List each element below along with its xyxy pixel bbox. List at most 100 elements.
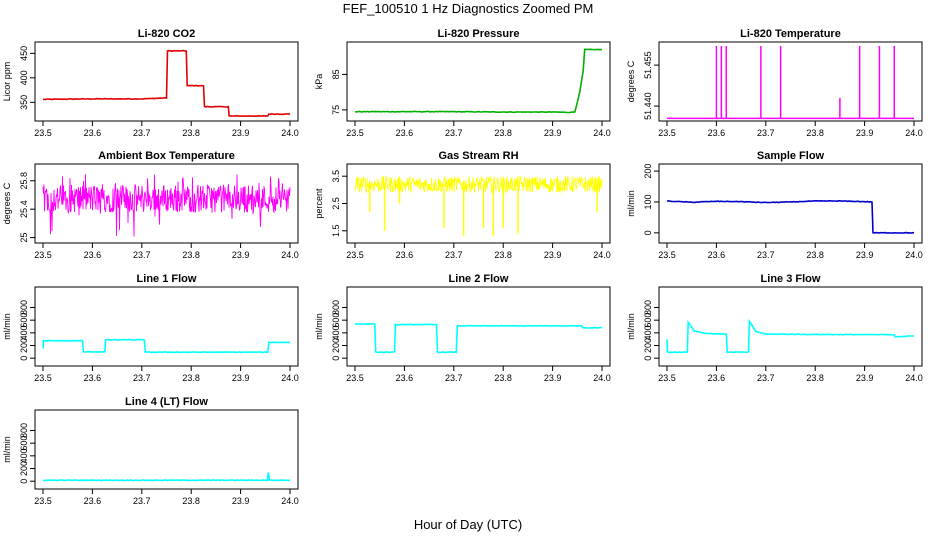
x-tick-label: 23.8	[806, 128, 824, 138]
y-axis-label: kPa	[314, 74, 324, 90]
x-tick-label: 23.8	[182, 128, 200, 138]
series-line	[42, 472, 291, 482]
y-tick-label: 0	[643, 356, 653, 361]
x-tick-label: 23.5	[346, 250, 364, 260]
y-tick-label: 0	[643, 230, 653, 235]
y-tick-label: 400	[331, 325, 341, 340]
y-tick-label: 200	[19, 338, 29, 353]
x-tick-label: 23.9	[544, 373, 562, 383]
x-tick-label: 23.7	[757, 373, 775, 383]
x-tick-label: 23.5	[34, 496, 52, 506]
x-tick-label: 24.0	[593, 250, 611, 260]
plot-frame	[346, 41, 611, 122]
series-line	[42, 49, 291, 118]
x-tick-label: 23.6	[708, 128, 726, 138]
y-tick-label: 350	[19, 95, 29, 110]
x-tick-label: 23.6	[708, 373, 726, 383]
x-tick-label: 24.0	[905, 128, 923, 138]
y-tick-label: 85	[331, 69, 341, 79]
y-tick-label: 800	[19, 423, 29, 438]
x-tick-label: 23.9	[544, 250, 562, 260]
y-tick-label: 600	[643, 313, 653, 328]
y-tick-label: 800	[331, 300, 341, 315]
series-line	[42, 174, 291, 237]
x-tick-label: 23.9	[856, 128, 874, 138]
panel-title: Li-820 CO2	[138, 28, 195, 40]
y-axis-label: ml/min	[626, 190, 636, 217]
y-tick-label: 400	[19, 448, 29, 463]
x-tick-label: 23.7	[133, 373, 151, 383]
x-tick-label: 23.6	[396, 250, 414, 260]
y-tick-label: 3.5	[331, 170, 341, 183]
plot-frame	[34, 286, 299, 367]
chart-panel-8: Line 2 Flow ml/min 23.5 23.6 23.7 23.8 23.9 24.…	[314, 273, 611, 383]
y-tick-label: 25.8	[19, 172, 29, 190]
y-tick-label: 51.440	[643, 92, 653, 120]
y-tick-label: 100	[643, 194, 653, 209]
x-tick-label: 23.8	[806, 373, 824, 383]
chart-panel-4: Ambient Box Temperature degrees C 23.5 23.6…	[2, 150, 299, 260]
x-tick-label: 23.9	[856, 373, 874, 383]
y-tick-label: 200	[19, 461, 29, 476]
x-tick-label: 23.5	[34, 373, 52, 383]
y-tick-label: 1.5	[331, 225, 341, 238]
x-tick-label: 23.7	[133, 128, 151, 138]
x-tick-label: 23.6	[396, 128, 414, 138]
figure-title: FEF_100510 1 Hz Diagnostics Zoomed PM	[342, 1, 594, 16]
x-tick-label: 23.6	[396, 373, 414, 383]
x-tick-label: 23.7	[757, 250, 775, 260]
y-tick-label: 25.4	[19, 200, 29, 218]
plot-frame	[34, 163, 299, 244]
x-tick-label: 23.8	[494, 250, 512, 260]
chart-panel-6: Sample Flow ml/min 23.5 23.6 23.7 23.8 23.9 24.…	[626, 150, 923, 260]
y-tick-label: 200	[331, 338, 341, 353]
plot-frame	[658, 286, 923, 367]
panel-title: Line 4 (LT) Flow	[125, 396, 208, 408]
x-tick-label: 24.0	[905, 373, 923, 383]
chart-panel-1: Li-820 CO2 Licor ppm 23.5 23.6 23.7 23.8 23.9 2…	[2, 28, 299, 138]
plot-frame	[34, 41, 299, 122]
series-line	[666, 199, 915, 234]
x-tick-label: 23.5	[346, 373, 364, 383]
y-axis-label: ml/min	[2, 436, 12, 463]
y-tick-label: 600	[331, 313, 341, 328]
x-tick-label: 23.5	[658, 128, 676, 138]
chart-panel-5: Gas Stream RH percent 23.5 23.6 23.7 23.8 23.9…	[314, 150, 611, 260]
x-tick-label: 24.0	[281, 250, 299, 260]
chart-panel-2: Li-820 Pressure kPa 23.5 23.6 23.7 23.8 23.9 24…	[314, 28, 611, 138]
x-tick-label: 23.9	[232, 250, 250, 260]
y-axis-label: Licor ppm	[2, 62, 12, 102]
x-tick-label: 23.6	[84, 496, 102, 506]
x-tick-label: 23.8	[182, 250, 200, 260]
y-tick-label: 0	[331, 356, 341, 361]
x-tick-label: 23.5	[34, 250, 52, 260]
panel-title: Ambient Box Temperature	[98, 150, 235, 162]
x-tick-label: 24.0	[281, 128, 299, 138]
x-tick-label: 24.0	[281, 496, 299, 506]
x-tick-label: 23.7	[757, 128, 775, 138]
panel-title: Li-820 Temperature	[740, 28, 841, 40]
y-tick-label: 25	[19, 233, 29, 243]
y-tick-label: 800	[643, 300, 653, 315]
x-tick-label: 23.8	[806, 250, 824, 260]
x-tick-label: 23.6	[708, 250, 726, 260]
chart-panel-3: Li-820 Temperature degrees C 23.5 23.6 23.7 2…	[626, 28, 923, 138]
x-tick-label: 23.7	[445, 128, 463, 138]
y-tick-label: 2.5	[331, 197, 341, 210]
y-tick-label: 800	[19, 300, 29, 315]
y-tick-label: 200	[643, 338, 653, 353]
x-tick-label: 23.5	[34, 128, 52, 138]
x-tick-label: 24.0	[281, 373, 299, 383]
plot-frame	[34, 409, 299, 490]
series-line	[355, 48, 603, 114]
y-axis-label: ml/min	[314, 313, 324, 340]
plot-frame	[658, 163, 923, 244]
panel-title: Li-820 Pressure	[438, 28, 520, 40]
y-axis-label: ml/min	[626, 313, 636, 340]
plot-frame	[346, 286, 611, 367]
x-tick-label: 23.8	[494, 128, 512, 138]
y-tick-label: 0	[19, 356, 29, 361]
figure-xlabel: Hour of Day (UTC)	[413, 517, 523, 532]
y-tick-label: 600	[19, 313, 29, 328]
